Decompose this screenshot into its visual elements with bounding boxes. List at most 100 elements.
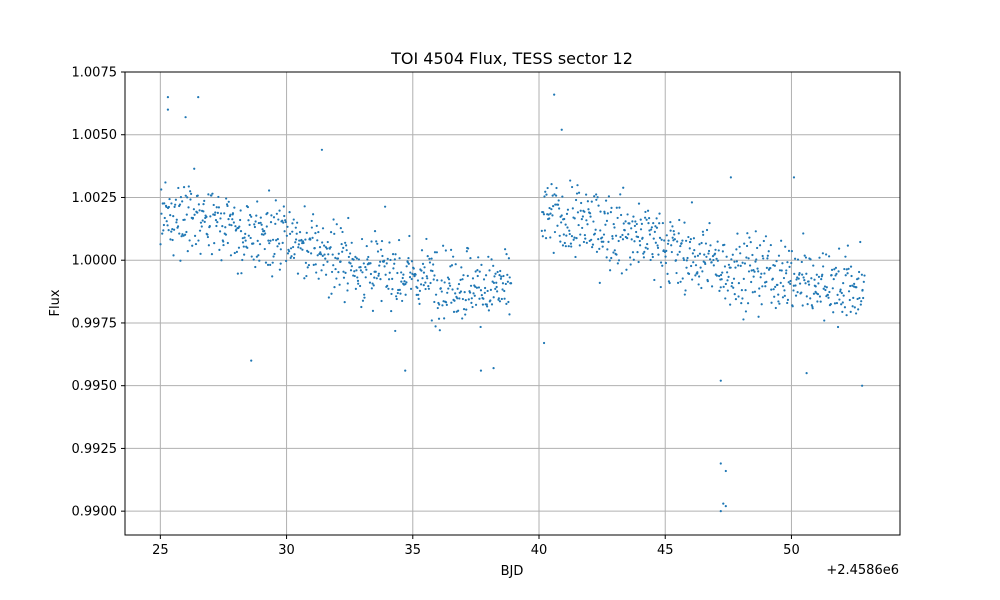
data-point bbox=[719, 462, 722, 465]
data-point bbox=[737, 295, 740, 298]
data-point bbox=[373, 229, 377, 233]
data-point bbox=[667, 239, 670, 242]
data-point bbox=[717, 274, 721, 278]
data-point bbox=[490, 303, 494, 306]
data-point bbox=[857, 270, 861, 274]
data-point bbox=[381, 254, 384, 258]
data-point bbox=[788, 265, 791, 268]
data-point bbox=[601, 236, 604, 239]
data-point bbox=[395, 295, 398, 298]
data-point bbox=[840, 291, 843, 295]
data-point bbox=[709, 258, 712, 261]
data-point bbox=[839, 290, 842, 293]
data-point bbox=[862, 280, 865, 283]
data-point bbox=[410, 277, 413, 281]
data-point bbox=[160, 188, 163, 191]
data-point bbox=[593, 232, 597, 235]
data-point bbox=[364, 276, 367, 279]
data-point bbox=[292, 245, 295, 249]
data-point bbox=[482, 278, 486, 281]
data-point bbox=[766, 257, 769, 260]
data-point bbox=[459, 278, 462, 281]
data-point bbox=[543, 195, 546, 198]
data-point bbox=[386, 284, 389, 287]
data-point bbox=[416, 286, 419, 290]
data-point bbox=[560, 214, 563, 217]
data-point bbox=[752, 275, 755, 278]
data-point bbox=[742, 277, 745, 280]
data-point bbox=[407, 262, 410, 265]
data-point bbox=[423, 266, 426, 269]
data-point bbox=[750, 280, 753, 284]
data-point bbox=[487, 255, 490, 258]
data-point bbox=[337, 271, 340, 274]
data-point bbox=[852, 296, 855, 299]
data-point bbox=[388, 271, 391, 274]
data-point bbox=[302, 241, 305, 245]
data-point bbox=[602, 233, 606, 236]
x-tick-label: 40 bbox=[531, 543, 548, 558]
data-point bbox=[579, 209, 582, 212]
data-point bbox=[585, 193, 588, 196]
data-point bbox=[734, 297, 738, 301]
data-point bbox=[389, 258, 392, 262]
data-point bbox=[692, 261, 695, 264]
data-point bbox=[563, 241, 566, 245]
data-point bbox=[227, 200, 230, 203]
data-point bbox=[554, 203, 557, 206]
data-point bbox=[202, 203, 205, 206]
data-point bbox=[639, 228, 643, 231]
data-point bbox=[235, 250, 239, 253]
data-point bbox=[326, 260, 329, 263]
data-point bbox=[307, 250, 310, 254]
data-point bbox=[440, 279, 443, 282]
data-point bbox=[637, 260, 640, 264]
data-point bbox=[184, 233, 187, 236]
data-point bbox=[613, 249, 616, 252]
data-point bbox=[374, 270, 377, 273]
data-point bbox=[669, 229, 672, 232]
data-point bbox=[749, 241, 752, 244]
data-point bbox=[626, 237, 629, 240]
data-point bbox=[771, 277, 774, 280]
data-point bbox=[377, 272, 380, 275]
data-point bbox=[219, 217, 222, 220]
data-point bbox=[298, 231, 302, 234]
data-point bbox=[680, 242, 683, 245]
data-point bbox=[628, 222, 631, 225]
data-point bbox=[471, 277, 475, 280]
data-point bbox=[170, 202, 173, 205]
data-point bbox=[713, 252, 717, 255]
data-point bbox=[553, 193, 556, 196]
data-point bbox=[189, 190, 192, 193]
data-point bbox=[698, 252, 702, 255]
data-point bbox=[189, 198, 192, 201]
data-point bbox=[766, 254, 769, 257]
data-point bbox=[802, 276, 805, 279]
data-point bbox=[611, 235, 614, 238]
data-point bbox=[327, 296, 330, 299]
data-point bbox=[313, 247, 316, 250]
data-point bbox=[430, 257, 433, 260]
data-point bbox=[710, 261, 713, 264]
data-point bbox=[751, 253, 754, 257]
data-point bbox=[178, 203, 182, 206]
data-point bbox=[472, 292, 475, 295]
data-point bbox=[858, 296, 861, 300]
data-point bbox=[716, 240, 719, 243]
data-point bbox=[545, 193, 548, 196]
data-point bbox=[729, 266, 732, 269]
data-point bbox=[495, 285, 498, 289]
data-point bbox=[582, 240, 586, 244]
data-point bbox=[719, 273, 723, 277]
data-point bbox=[796, 276, 799, 279]
data-point bbox=[508, 276, 511, 279]
data-point bbox=[758, 287, 761, 290]
data-point bbox=[827, 296, 830, 299]
data-point bbox=[176, 225, 180, 228]
data-point bbox=[179, 196, 183, 199]
data-point bbox=[231, 212, 235, 215]
data-point bbox=[608, 259, 611, 262]
data-point bbox=[688, 247, 691, 250]
data-point bbox=[656, 246, 660, 250]
